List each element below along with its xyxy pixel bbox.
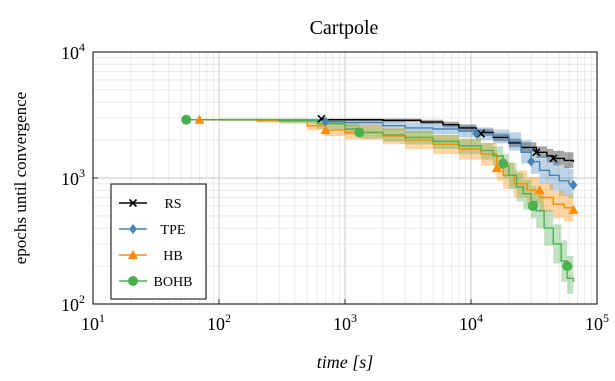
marker-tpe (569, 179, 578, 190)
x-tick-label: 103 (333, 311, 357, 334)
marker-stroke (128, 198, 138, 208)
marker-stroke (532, 148, 541, 157)
legend-marker-rs (128, 198, 138, 208)
marker-bohb (498, 158, 509, 169)
marker-hb (320, 125, 331, 135)
marker-rs (532, 148, 541, 157)
y-tick-label: 103 (61, 166, 85, 189)
line-tpe (186, 118, 575, 185)
y-tick-label: 102 (61, 292, 85, 315)
marker-stroke (476, 129, 486, 138)
legend-label-rs: RS (164, 197, 181, 212)
legend-label-tpe: TPE (161, 223, 186, 238)
marker-hb (194, 114, 205, 124)
confidence-bands (186, 118, 574, 297)
y-axis-label: epochs until convergence (11, 92, 30, 264)
marker-tpe (321, 116, 330, 127)
band-rs (321, 118, 574, 169)
y-tick-label: 104 (61, 40, 85, 63)
x-tick-label: 101 (81, 311, 105, 334)
legend-marker-bohb (128, 276, 138, 286)
marker-bohb (181, 114, 192, 125)
marker-hb (568, 204, 579, 214)
legend-label-bohb: BOHB (154, 275, 193, 290)
marker-hb (491, 163, 502, 173)
x-tick-label: 104 (459, 311, 483, 334)
x-tick-label: 102 (207, 311, 231, 334)
marker-bohb (354, 127, 365, 138)
band-hb (186, 118, 574, 223)
series-markers (181, 114, 579, 272)
marker-stroke (549, 154, 558, 163)
band-tpe (186, 118, 574, 200)
marker-bohb (562, 261, 573, 272)
legend-marker-hb (128, 250, 138, 259)
marker-bohb (527, 200, 538, 211)
legend: RS TPE HB BOHB (110, 183, 207, 300)
marker-rs (476, 129, 486, 138)
line-hb (186, 118, 575, 210)
marker-rs (549, 154, 558, 163)
series-lines (186, 118, 575, 282)
marker-tpe (472, 128, 481, 139)
x-axis-label: time [s] (317, 352, 374, 372)
x-tick-label: 105 (585, 311, 609, 334)
chart-title: Cartpole (310, 17, 379, 39)
marker-hb (534, 185, 545, 195)
legend-label-hb: HB (163, 249, 182, 264)
legend-marker-tpe (129, 224, 137, 234)
line-bohb (186, 118, 575, 282)
marker-stroke (317, 114, 326, 123)
marker-tpe (527, 156, 536, 167)
grid (92, 52, 597, 305)
